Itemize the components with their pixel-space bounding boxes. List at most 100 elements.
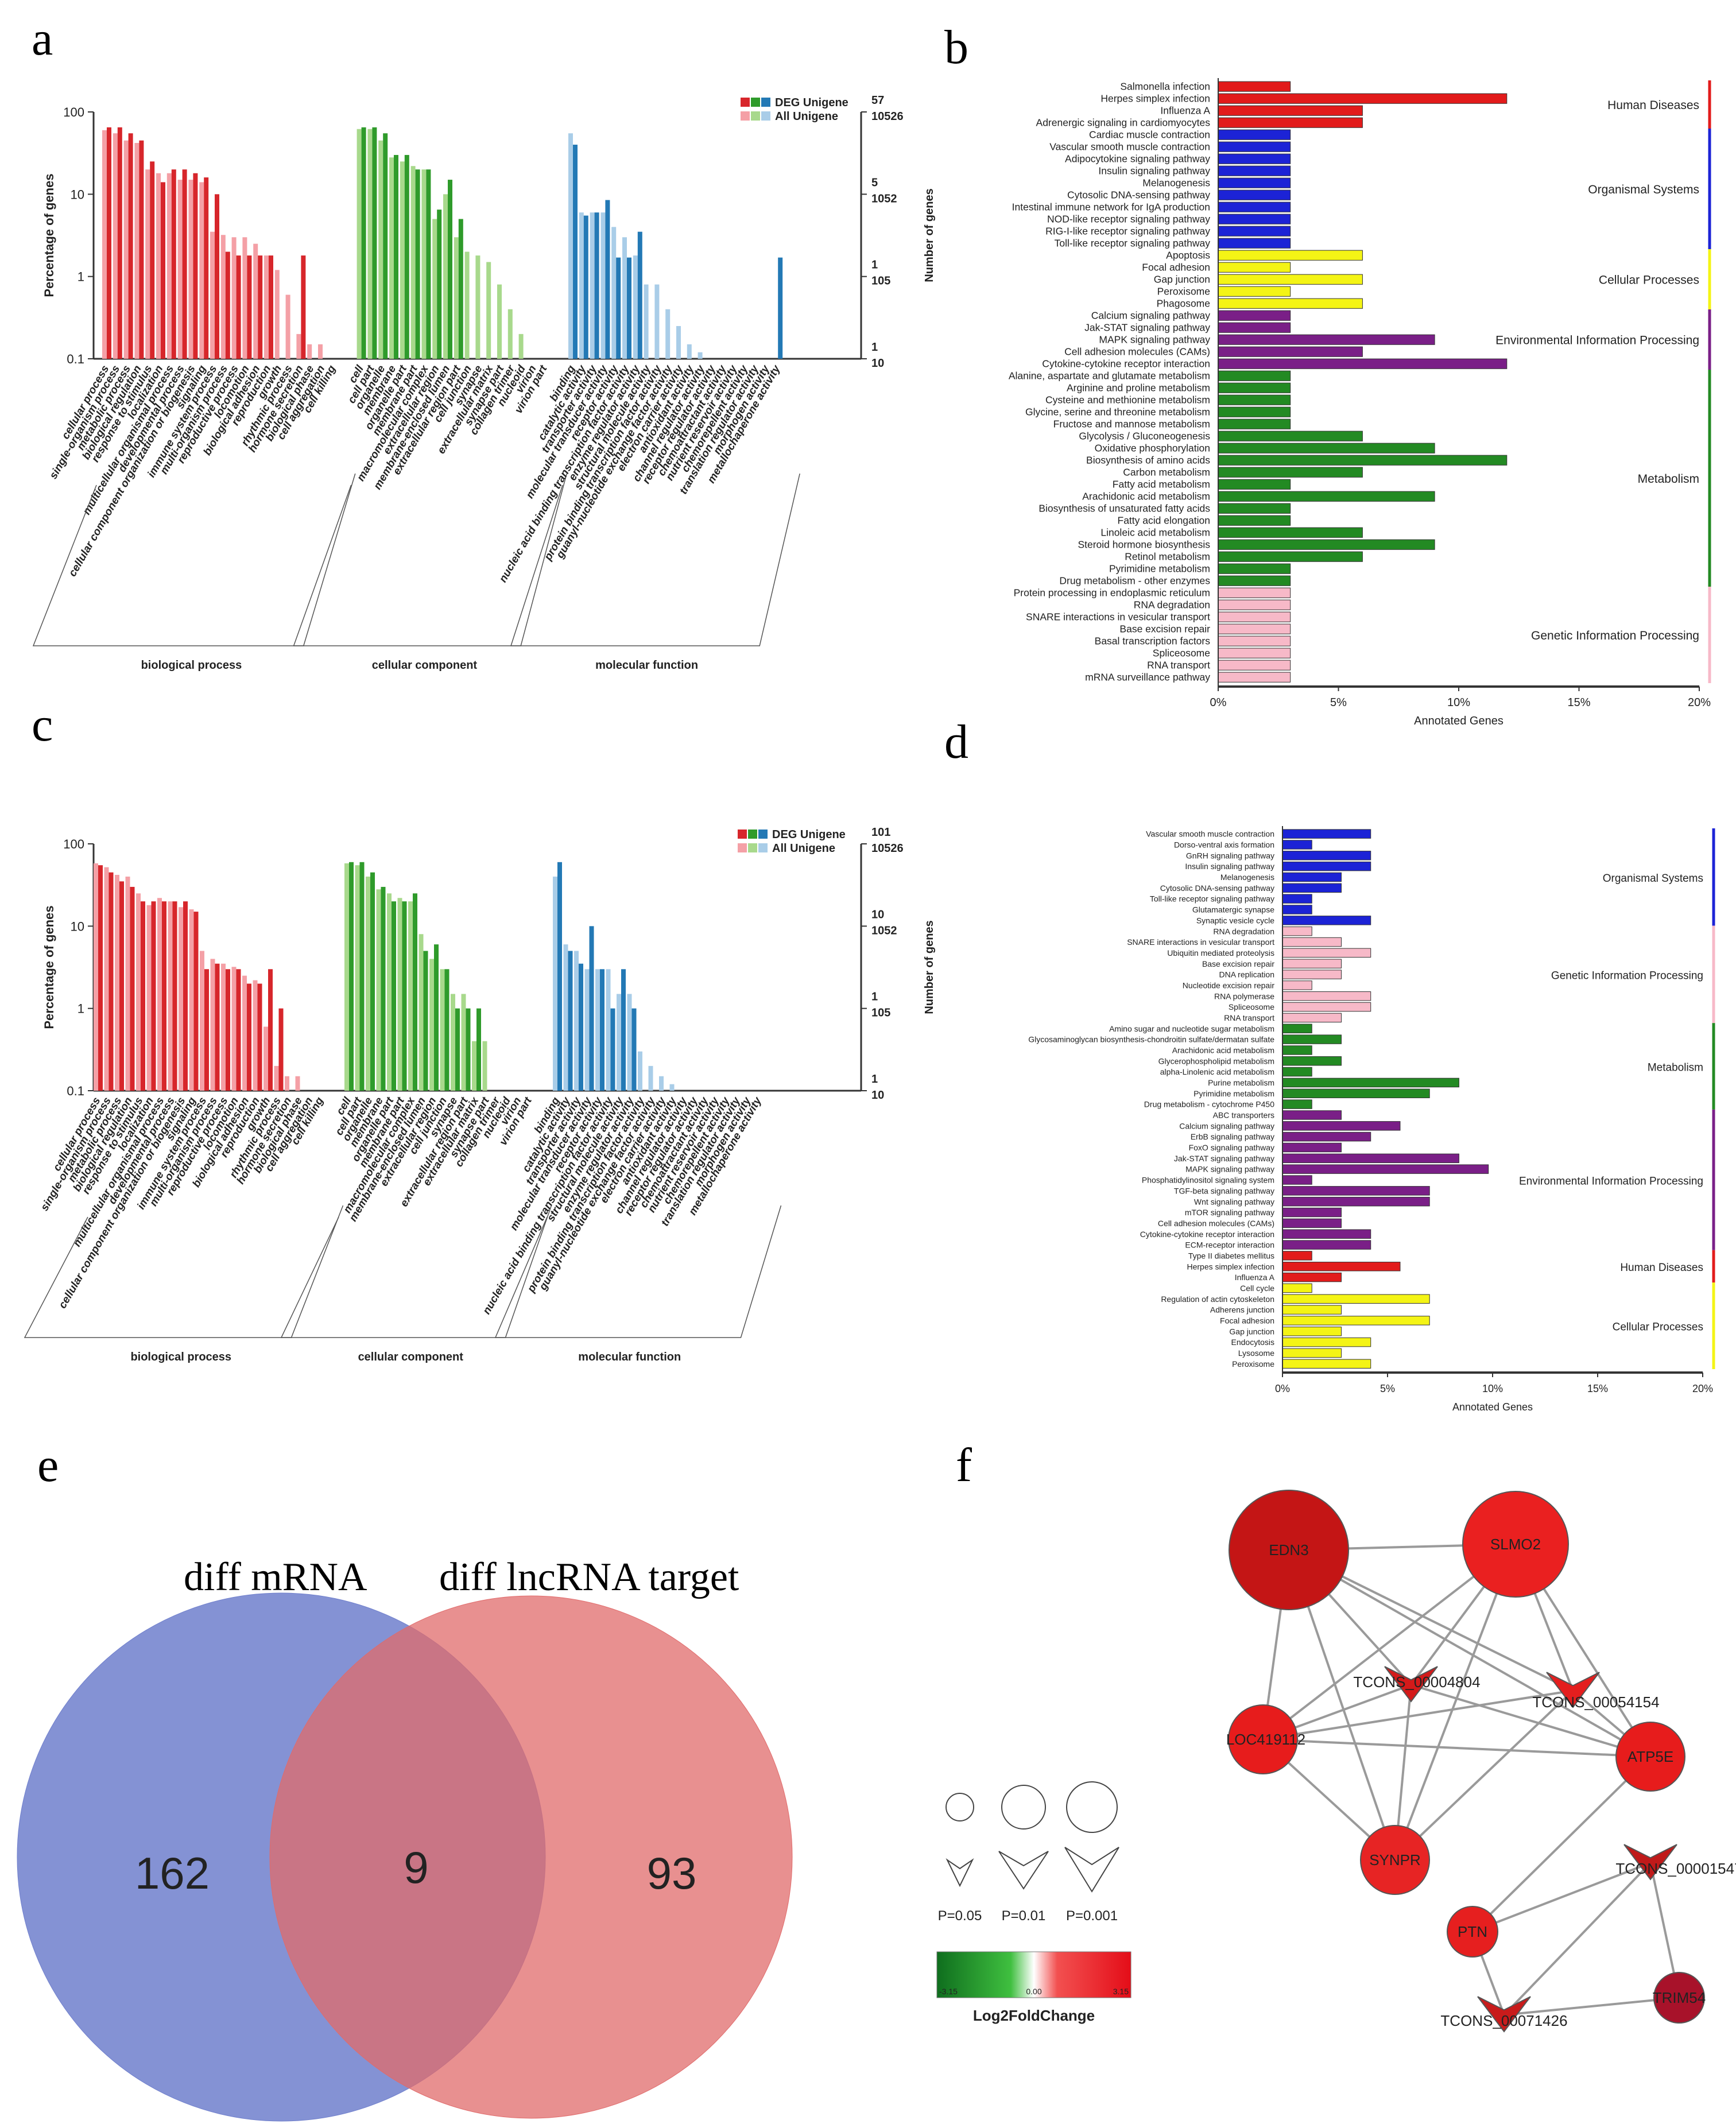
bar-all-extracellular-region bbox=[432, 219, 437, 359]
pathway-label-oxidative-phosphorylation: Oxidative phosphorylation bbox=[1095, 442, 1210, 454]
bar-all-cell-junction bbox=[464, 251, 470, 359]
bar-all-cell-aggregation bbox=[318, 344, 323, 359]
bar-ubiquitin-mediated-proteolysis bbox=[1282, 948, 1371, 958]
group-label-environmental-information-processing: Environmental Information Processing bbox=[1519, 1175, 1703, 1187]
pathway-label-erbb-signaling-pathway: ErbB signaling pathway bbox=[1191, 1132, 1274, 1141]
bar-rna-degradation bbox=[1218, 599, 1291, 610]
bar-all-synapse-part bbox=[497, 284, 502, 359]
pathway-label-base-excision-repair: Base excision repair bbox=[1202, 959, 1274, 968]
bar-all-receptor-activity bbox=[595, 969, 600, 1091]
pathway-label-ecm-receptor-interaction: ECM-receptor interaction bbox=[1185, 1241, 1274, 1250]
legend-size-small-circle bbox=[946, 1793, 974, 1821]
node-label-tcons-00054154: TCONS_00054154 bbox=[1532, 1693, 1659, 1711]
venn-right-label: diff lncRNA target bbox=[439, 1555, 739, 1599]
pathway-label-fatty-acid-elongation: Fatty acid elongation bbox=[1118, 514, 1211, 526]
bar-calcium-signaling-pathway bbox=[1218, 310, 1291, 321]
bar-peroxisome bbox=[1282, 1359, 1371, 1369]
pathway-label-basal-transcription-factors: Basal transcription factors bbox=[1095, 635, 1211, 646]
group-label-cellular-component: cellular component bbox=[358, 1351, 464, 1363]
bar-deg-metabolic-process bbox=[119, 881, 124, 1091]
bar-deg-membrane bbox=[381, 886, 386, 1091]
y-tick-label: 1 bbox=[78, 270, 84, 284]
bar-all-nucleic-acid-binding-transcription-factor-activity bbox=[606, 969, 611, 1091]
bar-cell-cycle bbox=[1282, 1283, 1312, 1293]
legend-all-swatch bbox=[751, 111, 760, 121]
pathway-label-mrna-surveillance-pathway: mRNA surveillance pathway bbox=[1085, 671, 1210, 683]
panel-label-e: e bbox=[37, 1439, 59, 1492]
node-slmo2 bbox=[1462, 1491, 1569, 1598]
bar-biosynthesis-of-unsaturated-fatty-acids bbox=[1218, 503, 1291, 514]
edge-tcons-00071426-trim54 bbox=[1504, 1997, 1680, 2016]
bar-all-localization bbox=[156, 173, 161, 359]
bar-cardiac-muscle-contraction bbox=[1218, 129, 1291, 140]
bar-cytokine-cytokine-receptor-interaction bbox=[1282, 1229, 1371, 1239]
node-edn3 bbox=[1229, 1490, 1349, 1610]
bar-jak-stat-signaling-pathway bbox=[1218, 322, 1291, 333]
bar-insulin-signaling-pathway bbox=[1282, 861, 1371, 871]
node-label-trim54: TRIM54 bbox=[1653, 1989, 1706, 2006]
pathway-label-influenza-a: Influenza A bbox=[1160, 104, 1210, 116]
pathway-label-melanogenesis: Melanogenesis bbox=[1142, 177, 1210, 188]
bar-deg-binding bbox=[573, 145, 578, 359]
bar-deg-membrane-enclosed-lumen bbox=[423, 951, 428, 1091]
y-tick-label: 0.1 bbox=[67, 1084, 84, 1098]
bar-deg-cellular-component-organization-or-biogenesis bbox=[193, 173, 198, 359]
bar-all-cellular-component-organization-or-biogenesis bbox=[188, 180, 193, 359]
pathway-label-calcium-signaling-pathway: Calcium signaling pathway bbox=[1091, 309, 1210, 321]
pathway-label-pyrimidine-metabolism: Pyrimidine metabolism bbox=[1109, 563, 1210, 574]
pathway-label-fructose-and-mannose-metabolism: Fructose and mannose metabolism bbox=[1053, 418, 1210, 429]
go-chart-c: 100 101 10526 10 10 1052 1 1 105 0.1 1 10 Percentage… bbox=[24, 826, 936, 1363]
bar-adherens-junction bbox=[1282, 1305, 1342, 1315]
node-label-slmo2: SLMO2 bbox=[1490, 1536, 1541, 1553]
pathway-label-retinol-metabolism: Retinol metabolism bbox=[1125, 551, 1210, 562]
kegg-chart-d: Vascular smooth muscle contractionDorso-… bbox=[1028, 826, 1715, 1413]
pathway-label-rna-transport: RNA transport bbox=[1224, 1013, 1274, 1022]
bar-all-catalytic-activity bbox=[563, 944, 568, 1091]
pathway-label-alanine-aspartate-and-glutamate-metabolism: Alanine, aspartate and glutamate metabol… bbox=[1009, 370, 1210, 381]
edge-tcons-00004804-atp5e bbox=[1410, 1684, 1651, 1758]
bar-deg-cell bbox=[361, 127, 366, 359]
bar-deg-extracellular-matrix bbox=[476, 1008, 481, 1091]
pathway-label-toll-like-receptor-signaling-pathway: Toll-like receptor signaling pathway bbox=[1150, 894, 1274, 904]
bar-type-ii-diabetes-mellitus bbox=[1282, 1251, 1312, 1261]
pathway-label-gap-junction: Gap junction bbox=[1154, 273, 1210, 285]
y-axis-title: Percentage of genes bbox=[42, 905, 56, 1029]
pathway-label-phosphatidylinositol-signaling-system: Phosphatidylinositol signaling system bbox=[1142, 1176, 1274, 1185]
pathway-label-gnrh-signaling-pathway: GnRH signaling pathway bbox=[1186, 851, 1274, 860]
pathway-label-arachidonic-acid-metabolism: Arachidonic acid metabolism bbox=[1082, 490, 1210, 502]
pathway-label-cytosolic-dna-sensing-pathway: Cytosolic DNA-sensing pathway bbox=[1160, 883, 1274, 893]
pathway-label-foxo-signaling-pathway: FoxO signaling pathway bbox=[1189, 1143, 1274, 1152]
bar-deg-structural-molecule-activity bbox=[621, 969, 626, 1091]
bar-all-single-organism-process bbox=[113, 133, 118, 359]
bar-deg-reproduction bbox=[257, 983, 262, 1091]
bar-deg-receptor-activity bbox=[616, 257, 621, 359]
node-tcons-00004804 bbox=[1384, 1666, 1438, 1703]
node-atp5e bbox=[1615, 1722, 1685, 1792]
bar-basal-transcription-factors bbox=[1218, 635, 1291, 646]
bar-glutamatergic-synapse bbox=[1282, 905, 1312, 914]
bar-abc-transporters bbox=[1282, 1110, 1342, 1120]
bar-all-antioxidant-activity bbox=[669, 1084, 675, 1091]
bar-all-extracellular-region bbox=[429, 959, 434, 1091]
legend-size-small-arrow bbox=[946, 1858, 974, 1887]
bar-all-nucleoid bbox=[518, 334, 524, 359]
pathway-label-vascular-smooth-muscle-contraction: Vascular smooth muscle contraction bbox=[1049, 141, 1210, 152]
node-tcons-00071426 bbox=[1477, 1996, 1531, 2033]
pathway-label-insulin-signaling-pathway: Insulin signaling pathway bbox=[1185, 862, 1274, 871]
bar-all-macromolecular-complex bbox=[408, 901, 413, 1091]
pathway-label-steroid-hormone-biosynthesis: Steroid hormone biosynthesis bbox=[1078, 538, 1210, 550]
bar-all-membrane bbox=[376, 889, 381, 1091]
legend-p-0001: P=0.001 bbox=[1066, 1908, 1118, 1924]
bar-all-biological-regulation bbox=[125, 877, 130, 1091]
bar-deg-single-organism-process bbox=[108, 872, 114, 1091]
bar-deg-multi-organism-process bbox=[215, 963, 220, 1091]
bar-deg-signaling bbox=[193, 912, 199, 1091]
bar-gnrh-signaling-pathway bbox=[1282, 851, 1371, 861]
bar-glycosaminoglycan-biosynthesis-chondroitin-sulfate-dermatan-sulfate bbox=[1282, 1034, 1342, 1044]
x-tick-label: 10% bbox=[1447, 696, 1470, 709]
bar-deg-reproductive-process bbox=[226, 969, 230, 1091]
bar-all-organelle bbox=[366, 877, 370, 1091]
right-tick-deg: 10 bbox=[871, 908, 884, 921]
bar-all-cell bbox=[356, 129, 362, 359]
group-label-biological-process: biological process bbox=[141, 659, 242, 672]
